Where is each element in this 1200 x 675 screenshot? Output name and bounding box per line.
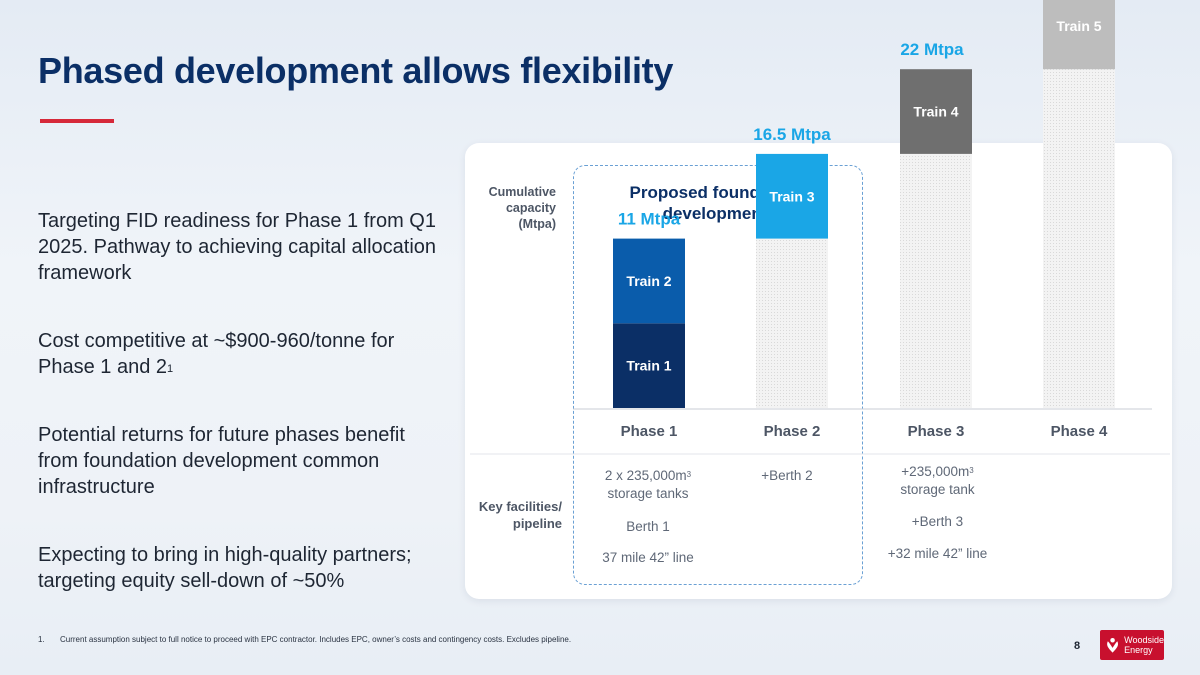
y-axis-label: Cumulative capacity (Mtpa)	[488, 185, 556, 231]
bar-prior-capacity-3	[900, 153, 972, 408]
foundation-dashed-outline	[573, 165, 863, 585]
bar-prior-capacity-4	[1043, 69, 1115, 408]
segment-label: Train 3	[769, 188, 814, 204]
x-tick-label: Phase 2	[764, 423, 821, 440]
woodside-emblem-icon	[1107, 637, 1119, 653]
bar-train-5	[1043, 0, 1115, 70]
x-tick-label: Phase 1	[621, 423, 678, 440]
bullet-partners: Expecting to bring in high-quality partn…	[38, 544, 412, 592]
phase3-berth: +Berth 3	[911, 514, 964, 529]
page-number: 8	[1074, 640, 1081, 652]
phase3-pipeline: +32 mile 42” line	[887, 546, 988, 561]
segment-label: Train 2	[626, 273, 671, 289]
phase1-berth: Berth 1	[626, 519, 670, 534]
x-tick-label: Phase 3	[908, 423, 965, 440]
bullet-returns: Potential returns for future phases bene…	[38, 424, 405, 498]
total-label: 16.5 Mtpa	[753, 125, 831, 144]
segment-label: Train 5	[1056, 18, 1101, 34]
bar-train-1	[613, 323, 685, 408]
page-title: Phased development allows flexibility	[38, 50, 674, 91]
phase1-pipeline: 37 mile 42” line	[602, 550, 694, 565]
facilities-label: Key facilities/ pipeline	[478, 499, 562, 531]
bar-train-3	[756, 153, 828, 239]
bar-train-2	[613, 238, 685, 324]
phase2-berth: +Berth 2	[761, 468, 813, 483]
bullet-fid: Targeting FID readiness for Phase 1 from…	[38, 210, 437, 284]
bar-train-4	[900, 69, 972, 154]
bullet-cost: Cost competitive at ~$900-960/tonne for …	[38, 330, 395, 378]
total-label: 22 Mtpa	[900, 40, 964, 59]
footnote: 1. Current assumption subject to full not…	[38, 635, 572, 644]
phase3-tank: +235,000m3 storage tank	[900, 464, 975, 497]
segment-label: Train 4	[913, 104, 958, 120]
bar-prior-capacity-2	[756, 238, 828, 408]
woodside-logo: Woodside Energy	[1100, 630, 1164, 660]
bullet-list: Targeting FID readiness for Phase 1 from…	[38, 208, 438, 620]
segment-label: Train 1	[626, 358, 671, 374]
phase1-tanks: 2 x 235,000m3 storage tanks	[604, 468, 692, 501]
total-label: 11 Mtpa	[618, 210, 681, 229]
title-accent-rule	[40, 119, 114, 123]
x-tick-label: Phase 4	[1051, 423, 1108, 440]
footnote-ref: 1	[167, 363, 174, 375]
